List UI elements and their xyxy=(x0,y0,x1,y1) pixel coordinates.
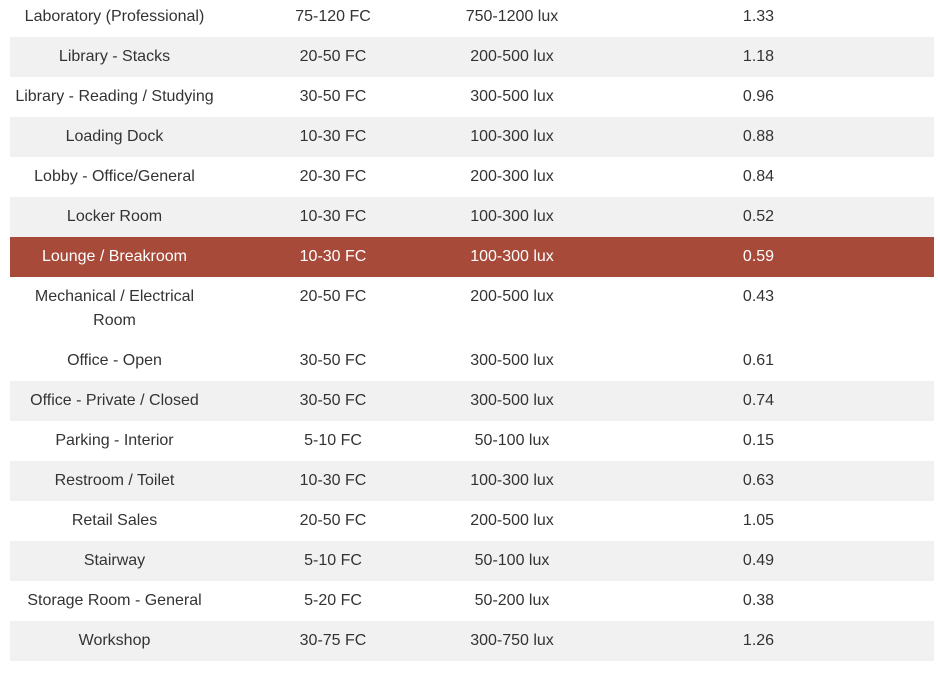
ratio-cell: 0.43 xyxy=(742,288,775,305)
table-row: Locker Room 10-30 FC 100-300 lux 0.52 xyxy=(10,197,934,237)
lux-cell: 200-500 lux xyxy=(470,512,554,529)
lighting-table: Laboratory (Professional) 75-120 FC 750-… xyxy=(10,0,934,661)
footcandles-cell: 20-50 FC xyxy=(299,288,367,305)
space-type-cell: Library - Stacks xyxy=(58,48,171,65)
ratio-cell: 0.59 xyxy=(742,248,775,265)
space-type-cell: Stairway xyxy=(83,552,146,569)
ratio-cell: 0.38 xyxy=(742,592,775,609)
footcandles-cell: 30-75 FC xyxy=(299,632,367,649)
footcandles-cell: 30-50 FC xyxy=(299,352,367,369)
footcandles-cell: 10-30 FC xyxy=(299,472,367,489)
footcandles-cell: 5-20 FC xyxy=(304,592,362,609)
ratio-cell: 0.88 xyxy=(742,128,775,145)
table-row: Lobby - Office/General 20-30 FC 200-300 … xyxy=(10,157,934,197)
lux-cell: 100-300 lux xyxy=(470,128,554,145)
ratio-cell: 1.05 xyxy=(742,512,775,529)
lux-cell: 300-500 lux xyxy=(470,88,554,105)
footcandles-cell: 20-50 FC xyxy=(299,48,367,65)
ratio-cell: 0.61 xyxy=(742,352,775,369)
lux-cell: 50-100 lux xyxy=(474,432,550,449)
table-row: Retail Sales 20-50 FC 200-500 lux 1.05 xyxy=(10,501,934,541)
table-row: Library - Reading / Studying 30-50 FC 30… xyxy=(10,77,934,117)
space-type-cell: Library - Reading / Studying xyxy=(15,88,214,105)
ratio-cell: 0.63 xyxy=(742,472,775,489)
table-row: Mechanical / Electrical Room 20-50 FC 20… xyxy=(10,277,934,341)
table-row: Office - Private / Closed 30-50 FC 300-5… xyxy=(10,381,934,421)
footcandles-cell: 10-30 FC xyxy=(299,248,367,265)
space-type-cell: Restroom / Toilet xyxy=(54,472,175,489)
footcandles-cell: 30-50 FC xyxy=(299,392,367,409)
lux-cell: 50-200 lux xyxy=(474,592,550,609)
table-row: Parking - Interior 5-10 FC 50-100 lux 0.… xyxy=(10,421,934,461)
lux-cell: 100-300 lux xyxy=(470,208,554,225)
lux-cell: 300-750 lux xyxy=(470,632,554,649)
table-row: Restroom / Toilet 10-30 FC 100-300 lux 0… xyxy=(10,461,934,501)
space-type-cell: Lounge / Breakroom xyxy=(42,248,187,265)
lux-cell: 750-1200 lux xyxy=(465,8,559,25)
lux-cell: 300-500 lux xyxy=(470,352,554,369)
table-row: Storage Room - General 5-20 FC 50-200 lu… xyxy=(10,581,934,621)
ratio-cell: 1.26 xyxy=(742,632,775,649)
lux-cell: 300-500 lux xyxy=(470,392,554,409)
lux-cell: 200-500 lux xyxy=(470,288,554,305)
space-type-cell: Retail Sales xyxy=(71,512,158,529)
footcandles-cell: 10-30 FC xyxy=(299,208,367,225)
footcandles-cell: 75-120 FC xyxy=(295,8,371,25)
footcandles-cell: 10-30 FC xyxy=(299,128,367,145)
space-type-cell: Parking - Interior xyxy=(55,432,174,449)
space-type-cell: Loading Dock xyxy=(65,128,164,145)
space-type-cell: Storage Room - General xyxy=(27,592,202,609)
footcandles-cell: 30-50 FC xyxy=(299,88,367,105)
table-row: Loading Dock 10-30 FC 100-300 lux 0.88 xyxy=(10,117,934,157)
lux-cell: 100-300 lux xyxy=(470,472,554,489)
table-row: Library - Stacks 20-50 FC 200-500 lux 1.… xyxy=(10,37,934,77)
space-type-cell: Locker Room xyxy=(66,208,163,225)
space-type-cell: Office - Open xyxy=(67,352,162,369)
table-row: Office - Open 30-50 FC 300-500 lux 0.61 xyxy=(10,341,934,381)
lux-cell: 200-500 lux xyxy=(470,48,554,65)
ratio-cell: 1.33 xyxy=(742,8,775,25)
space-type-cell: Office - Private / Closed xyxy=(30,392,199,409)
ratio-cell: 0.15 xyxy=(742,432,775,449)
table-row: Workshop 30-75 FC 300-750 lux 1.26 xyxy=(10,621,934,661)
footcandles-cell: 20-30 FC xyxy=(299,168,367,185)
ratio-cell: 0.52 xyxy=(742,208,775,225)
lux-cell: 200-300 lux xyxy=(470,168,554,185)
lux-cell: 50-100 lux xyxy=(474,552,550,569)
lux-cell: 100-300 lux xyxy=(470,248,554,265)
table-row: Stairway 5-10 FC 50-100 lux 0.49 xyxy=(10,541,934,581)
space-type-cell: Workshop xyxy=(78,632,151,649)
footcandles-cell: 5-10 FC xyxy=(304,432,362,449)
space-type-cell: Mechanical / Electrical Room xyxy=(34,288,195,329)
ratio-cell: 0.74 xyxy=(742,392,775,409)
ratio-cell: 0.84 xyxy=(742,168,775,185)
ratio-cell: 0.96 xyxy=(742,88,775,105)
space-type-cell: Lobby - Office/General xyxy=(34,168,195,185)
footcandles-cell: 5-10 FC xyxy=(304,552,362,569)
table-row-highlighted: Lounge / Breakroom 10-30 FC 100-300 lux … xyxy=(10,237,934,277)
footcandles-cell: 20-50 FC xyxy=(299,512,367,529)
space-type-cell: Laboratory (Professional) xyxy=(24,8,205,25)
ratio-cell: 1.18 xyxy=(742,48,775,65)
ratio-cell: 0.49 xyxy=(742,552,775,569)
table-row: Laboratory (Professional) 75-120 FC 750-… xyxy=(10,0,934,37)
